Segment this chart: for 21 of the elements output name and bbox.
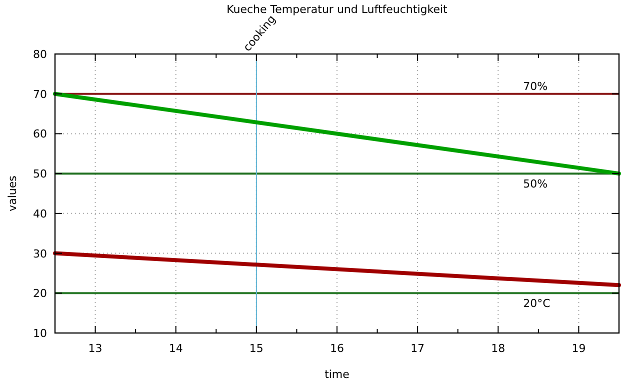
y-tick-label: 60: [33, 128, 47, 141]
ref-line-label: 20°C: [523, 297, 551, 310]
x-tick-label: 18: [491, 342, 506, 355]
y-tick-label: 40: [33, 207, 47, 220]
y-tick-label: 50: [33, 168, 47, 181]
x-tick-label: 13: [88, 342, 102, 355]
y-tick-label: 10: [33, 327, 47, 340]
y-tick-label: 20: [33, 287, 47, 300]
x-axis-title: time: [324, 368, 350, 381]
chart-title: Kueche Temperatur und Luftfeuchtigkeit: [226, 3, 448, 16]
y-tick-label: 30: [33, 247, 47, 260]
x-tick-label: 16: [330, 342, 344, 355]
x-tick-label: 19: [572, 342, 586, 355]
y-tick-label: 70: [33, 88, 47, 101]
ref-line-label: 50%: [523, 178, 548, 191]
y-axis-title: values: [6, 175, 19, 212]
y-tick-label: 80: [33, 48, 47, 61]
ref-line-label: 70%: [523, 80, 548, 93]
x-tick-label: 17: [410, 342, 425, 355]
x-tick-label: 14: [168, 342, 183, 355]
x-tick-label: 15: [249, 342, 264, 355]
